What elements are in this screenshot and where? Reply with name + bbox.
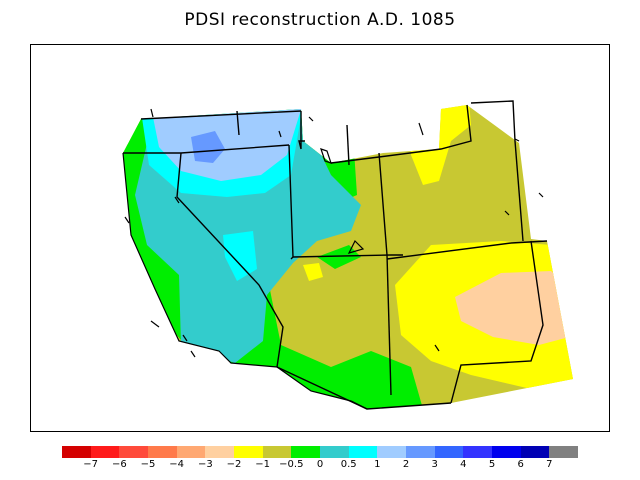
colorbar-tick-label: −0.5	[279, 459, 304, 470]
colorbar-tick-label: 0.5	[340, 459, 357, 470]
colorbar-tick-label: −7	[83, 459, 99, 470]
coastline	[122, 152, 352, 402]
colorbar-swatch	[119, 446, 149, 458]
colorbar-swatch	[148, 446, 177, 458]
colorbar-tick-label: 0	[316, 459, 324, 470]
colorbar-swatch	[377, 446, 407, 458]
pdsi-region-peach-southeast	[455, 271, 573, 345]
colorbar-tick-label: −1	[255, 459, 271, 470]
colorbar-swatch	[291, 446, 321, 458]
colorbar-swatch	[62, 446, 91, 458]
pdsi-region-blue-north	[191, 131, 225, 163]
pdsi-region-lightblue-north	[151, 105, 303, 181]
colorbar-tick-label: −5	[140, 459, 156, 470]
state-borders	[123, 100, 548, 410]
pdsi-map	[122, 100, 573, 410]
colorbar-swatch	[434, 446, 464, 458]
colorbar-tick-label: −6	[111, 459, 127, 470]
colorbar-swatch	[406, 446, 435, 458]
colorbar-tick-label: −2	[226, 459, 242, 470]
colorbar-swatch	[234, 446, 263, 458]
pdsi-region-lightcyan-west	[223, 231, 257, 281]
colorbar-tick-label: −4	[169, 459, 185, 470]
colorbar-swatch	[205, 446, 235, 458]
colorbar-tick-label: 3	[431, 459, 438, 470]
pdsi-colorbar-labels: −7 −6 −5 −4 −3 −2 −1 −0.5 0 0.5 1 2 3 4 5 6 7	[62, 459, 578, 473]
colorbar-tick-label: 7	[546, 459, 553, 470]
colorbar-swatch	[492, 446, 521, 458]
colorbar-swatch	[348, 446, 378, 458]
colorbar-swatch	[549, 446, 579, 458]
colorbar-swatch	[320, 446, 349, 458]
pdsi-region-yellow-spot	[303, 263, 323, 281]
colorbar-tick-label: 6	[517, 459, 524, 470]
colorbar-tick-label: 4	[460, 459, 467, 470]
colorbar-tick-label: 2	[402, 459, 410, 470]
colorbar-swatch	[90, 446, 120, 458]
pdsi-colorbar	[62, 446, 579, 458]
colorbar-tick-label: 5	[488, 459, 496, 470]
colorbar-swatch	[520, 446, 550, 458]
map-panel	[30, 44, 610, 432]
colorbar-tick-label: 1	[374, 459, 381, 470]
colorbar-swatch	[262, 446, 292, 458]
colorbar-swatch	[176, 446, 206, 458]
lakes	[124, 108, 544, 358]
colorbar-tick-label: −3	[197, 459, 213, 470]
map-title: PDSI reconstruction A.D. 1085	[184, 10, 456, 30]
colorbar-swatch	[463, 446, 493, 458]
